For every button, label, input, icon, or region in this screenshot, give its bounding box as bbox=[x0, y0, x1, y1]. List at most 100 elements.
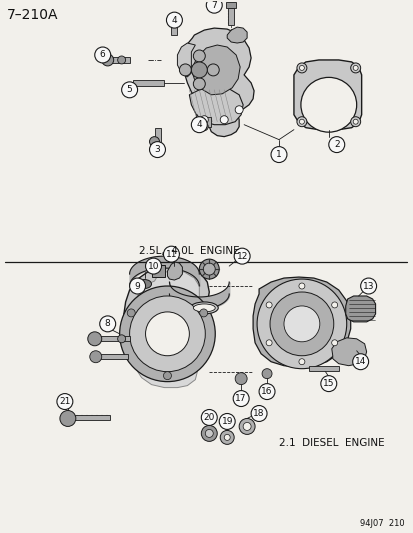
Circle shape bbox=[233, 391, 249, 407]
Circle shape bbox=[224, 434, 230, 440]
Ellipse shape bbox=[300, 77, 356, 132]
Text: 9: 9 bbox=[134, 281, 140, 290]
Text: 5: 5 bbox=[126, 85, 132, 94]
Circle shape bbox=[199, 259, 219, 279]
Polygon shape bbox=[189, 87, 242, 125]
Circle shape bbox=[129, 296, 205, 372]
Circle shape bbox=[266, 302, 271, 308]
Circle shape bbox=[298, 283, 304, 289]
Circle shape bbox=[235, 106, 242, 114]
Polygon shape bbox=[345, 296, 375, 322]
Text: 10: 10 bbox=[147, 262, 159, 271]
Circle shape bbox=[207, 64, 219, 76]
Polygon shape bbox=[293, 60, 361, 130]
Circle shape bbox=[205, 430, 213, 438]
Circle shape bbox=[60, 410, 76, 426]
Circle shape bbox=[163, 246, 179, 262]
Text: 12: 12 bbox=[236, 252, 247, 261]
Text: 16: 16 bbox=[261, 387, 272, 396]
Circle shape bbox=[269, 292, 333, 356]
Polygon shape bbox=[308, 366, 338, 370]
Circle shape bbox=[283, 306, 319, 342]
Circle shape bbox=[220, 116, 228, 124]
Circle shape bbox=[127, 309, 135, 317]
Text: 19: 19 bbox=[221, 417, 233, 426]
Polygon shape bbox=[227, 27, 247, 43]
Circle shape bbox=[261, 369, 271, 378]
Circle shape bbox=[201, 425, 217, 441]
Circle shape bbox=[271, 147, 286, 163]
Circle shape bbox=[117, 56, 125, 64]
Polygon shape bbox=[183, 28, 254, 136]
Circle shape bbox=[235, 373, 247, 385]
Circle shape bbox=[296, 63, 306, 73]
Text: 21: 21 bbox=[59, 397, 70, 406]
Polygon shape bbox=[123, 266, 209, 381]
Circle shape bbox=[201, 409, 217, 425]
Circle shape bbox=[242, 423, 251, 431]
Ellipse shape bbox=[193, 304, 215, 312]
Text: 7: 7 bbox=[211, 1, 216, 10]
Circle shape bbox=[219, 414, 235, 430]
Text: 4: 4 bbox=[171, 15, 177, 25]
Circle shape bbox=[352, 66, 357, 70]
Polygon shape bbox=[171, 22, 177, 35]
Polygon shape bbox=[191, 45, 240, 95]
Circle shape bbox=[145, 312, 189, 356]
Circle shape bbox=[299, 66, 304, 70]
Circle shape bbox=[352, 354, 368, 370]
Circle shape bbox=[350, 117, 360, 127]
Polygon shape bbox=[68, 416, 109, 421]
Circle shape bbox=[234, 248, 249, 264]
Polygon shape bbox=[95, 336, 129, 341]
Circle shape bbox=[179, 64, 191, 76]
Circle shape bbox=[298, 359, 304, 365]
Circle shape bbox=[145, 258, 161, 274]
Circle shape bbox=[206, 0, 222, 13]
Circle shape bbox=[57, 393, 73, 409]
Text: 6: 6 bbox=[100, 51, 105, 60]
Polygon shape bbox=[127, 271, 199, 387]
Circle shape bbox=[90, 351, 102, 362]
Circle shape bbox=[193, 50, 205, 62]
Ellipse shape bbox=[190, 302, 218, 314]
Circle shape bbox=[100, 316, 115, 332]
Bar bbox=[151, 265, 165, 277]
Polygon shape bbox=[177, 43, 195, 77]
Circle shape bbox=[163, 372, 171, 379]
Text: 13: 13 bbox=[362, 281, 373, 290]
Circle shape bbox=[95, 47, 110, 63]
Ellipse shape bbox=[137, 279, 151, 288]
Circle shape bbox=[102, 54, 114, 66]
Circle shape bbox=[200, 123, 208, 131]
Circle shape bbox=[256, 279, 346, 369]
Circle shape bbox=[251, 406, 266, 422]
Circle shape bbox=[360, 278, 376, 294]
Text: 2.5L,  4.0L  ENGINE: 2.5L, 4.0L ENGINE bbox=[139, 246, 239, 256]
Polygon shape bbox=[331, 338, 366, 366]
Circle shape bbox=[220, 431, 234, 445]
Circle shape bbox=[331, 340, 337, 346]
Text: 8: 8 bbox=[104, 319, 110, 328]
Text: 18: 18 bbox=[253, 409, 264, 418]
Polygon shape bbox=[107, 57, 129, 63]
Polygon shape bbox=[154, 128, 161, 142]
Text: 7–210A: 7–210A bbox=[7, 8, 59, 22]
Text: 3: 3 bbox=[154, 145, 160, 154]
Circle shape bbox=[166, 12, 182, 28]
Circle shape bbox=[350, 63, 360, 73]
Text: 2.1  DIESEL  ENGINE: 2.1 DIESEL ENGINE bbox=[278, 438, 384, 448]
Text: 4: 4 bbox=[196, 120, 202, 129]
Circle shape bbox=[191, 62, 207, 78]
Text: 17: 17 bbox=[235, 394, 246, 403]
Text: 14: 14 bbox=[354, 357, 366, 366]
Circle shape bbox=[203, 263, 215, 275]
Circle shape bbox=[193, 78, 205, 90]
Polygon shape bbox=[228, 8, 234, 25]
Circle shape bbox=[88, 332, 102, 346]
Circle shape bbox=[259, 384, 274, 400]
Circle shape bbox=[239, 418, 254, 434]
Circle shape bbox=[352, 119, 357, 124]
Text: 1: 1 bbox=[275, 150, 281, 159]
Polygon shape bbox=[167, 262, 182, 280]
